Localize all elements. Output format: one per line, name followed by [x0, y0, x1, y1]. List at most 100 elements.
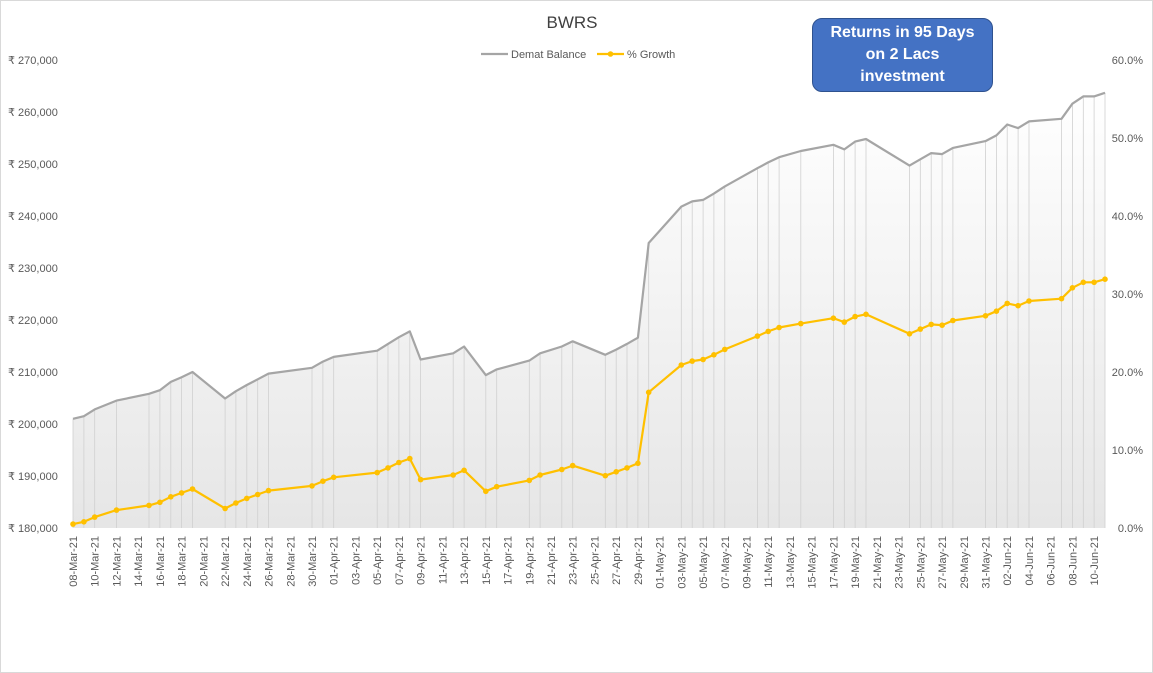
y-right-tick-label: 10.0%	[1112, 445, 1143, 457]
x-tick-label: 15-May-21	[807, 536, 819, 589]
growth-point	[635, 460, 641, 467]
growth-point	[765, 328, 771, 335]
growth-point	[330, 474, 337, 481]
growth-point	[939, 322, 945, 329]
x-tick-label: 02-Jun-21	[1002, 536, 1014, 586]
x-tick-label: 03-May-21	[676, 536, 688, 589]
y-right-tick-label: 0.0%	[1118, 523, 1143, 535]
growth-point	[178, 490, 185, 496]
growth-point	[559, 466, 565, 473]
y-left-tick-label: ₹ 260,000	[8, 107, 58, 119]
x-tick-label: 31-May-21	[981, 536, 993, 589]
growth-point	[461, 467, 467, 474]
x-tick-label: 17-Apr-21	[503, 536, 515, 585]
growth-point	[417, 476, 424, 483]
x-tick-label: 16-Mar-21	[155, 536, 167, 587]
growth-point	[483, 488, 489, 495]
growth-point	[244, 495, 250, 502]
x-tick-label: 20-Mar-21	[198, 536, 210, 587]
growth-point	[624, 465, 630, 471]
growth-point	[863, 311, 869, 318]
growth-point	[526, 477, 533, 484]
y-axis-left: ₹ 180,000 ₹ 190,000 ₹ 200,000 ₹ 210,000 ₹ 22…	[8, 55, 58, 535]
y-left-tick-label: ₹ 200,000	[8, 419, 58, 431]
y-right-tick-label: 40.0%	[1112, 211, 1143, 223]
legend-marker-growth	[607, 51, 614, 57]
growth-point	[222, 505, 228, 512]
x-tick-label: 03-Apr-21	[350, 536, 362, 585]
growth-point	[678, 362, 685, 368]
growth-point	[1026, 298, 1032, 304]
growth-point	[1004, 300, 1010, 307]
x-tick-label: 08-Jun-21	[1067, 536, 1079, 586]
growth-point	[1091, 279, 1097, 286]
growth-point	[928, 321, 934, 328]
y-left-tick-label: ₹ 250,000	[8, 159, 58, 171]
x-tick-label: 07-May-21	[720, 536, 732, 589]
x-tick-label: 11-May-21	[763, 536, 775, 588]
legend-label-growth: % Growth	[627, 49, 675, 61]
x-tick-label: 30-Mar-21	[307, 536, 319, 587]
growth-point	[841, 319, 848, 325]
growth-point	[157, 499, 163, 506]
growth-point	[1102, 276, 1108, 283]
growth-point	[982, 313, 989, 319]
growth-point	[254, 491, 261, 498]
growth-point	[450, 472, 457, 478]
x-tick-label: 05-May-21	[698, 536, 710, 589]
growth-point	[168, 494, 174, 500]
y-left-tick-label: ₹ 180,000	[8, 523, 58, 535]
x-tick-label: 07-Apr-21	[394, 536, 406, 585]
growth-point	[385, 465, 391, 471]
growth-point	[1080, 279, 1087, 286]
y-axis-right: 0.0% 10.0% 20.0% 30.0% 40.0% 50.0% 60.0%	[1112, 55, 1143, 535]
growth-point	[396, 459, 402, 466]
x-tick-label: 27-Apr-21	[611, 536, 623, 585]
growth-point	[233, 500, 239, 506]
y-left-tick-label: ₹ 220,000	[8, 315, 58, 327]
growth-point	[189, 486, 196, 492]
x-tick-label: 15-Apr-21	[481, 536, 493, 585]
growth-point	[1058, 295, 1065, 302]
y-left-tick-label: ₹ 190,000	[8, 471, 58, 483]
x-tick-label: 22-Mar-21	[220, 536, 232, 587]
x-tick-label: 19-May-21	[850, 536, 862, 589]
growth-point	[917, 326, 924, 332]
chart-title: BWRS	[547, 13, 598, 32]
growth-point	[754, 333, 761, 339]
returns-callout: Returns in 95 Days on 2 Lacs investment	[812, 18, 993, 92]
x-tick-label: 01-Apr-21	[329, 536, 341, 585]
y-right-tick-label: 50.0%	[1112, 133, 1143, 145]
x-tick-label: 18-Mar-21	[177, 536, 189, 587]
x-tick-label: 01-May-21	[655, 536, 667, 589]
plot-area	[70, 91, 1108, 529]
x-tick-label: 13-Apr-21	[459, 536, 471, 585]
x-tick-label: 14-Mar-21	[133, 536, 145, 587]
x-tick-label: 10-Mar-21	[90, 536, 102, 587]
growth-point	[374, 469, 381, 476]
growth-point	[320, 478, 326, 485]
x-tick-label: 06-Jun-21	[1046, 536, 1058, 586]
y-right-tick-label: 20.0%	[1112, 367, 1143, 379]
growth-point	[70, 521, 76, 527]
legend: Demat Balance % Growth	[481, 49, 675, 61]
y-left-tick-label: ₹ 210,000	[8, 367, 58, 379]
legend-label-demat-balance: Demat Balance	[511, 49, 586, 61]
x-tick-label: 26-Mar-21	[264, 536, 276, 587]
x-tick-label: 05-Apr-21	[372, 536, 384, 585]
growth-point	[407, 455, 413, 462]
y-left-tick-label: ₹ 230,000	[8, 263, 58, 275]
x-tick-label: 19-Apr-21	[524, 536, 536, 585]
x-axis: 08-Mar-21 10-Mar-21 12-Mar-21 14-Mar-21 16-M…	[68, 536, 1101, 589]
growth-point	[309, 483, 315, 489]
x-tick-label: 23-Apr-21	[568, 536, 580, 585]
growth-point	[700, 356, 706, 363]
growth-point	[537, 472, 543, 478]
x-tick-label: 21-May-21	[872, 536, 884, 589]
area-fill	[73, 92, 1105, 529]
x-tick-label: 09-May-21	[742, 536, 754, 589]
x-tick-label: 23-May-21	[894, 536, 906, 589]
growth-point	[776, 324, 782, 331]
y-right-tick-label: 60.0%	[1112, 55, 1143, 67]
growth-point	[91, 514, 98, 520]
